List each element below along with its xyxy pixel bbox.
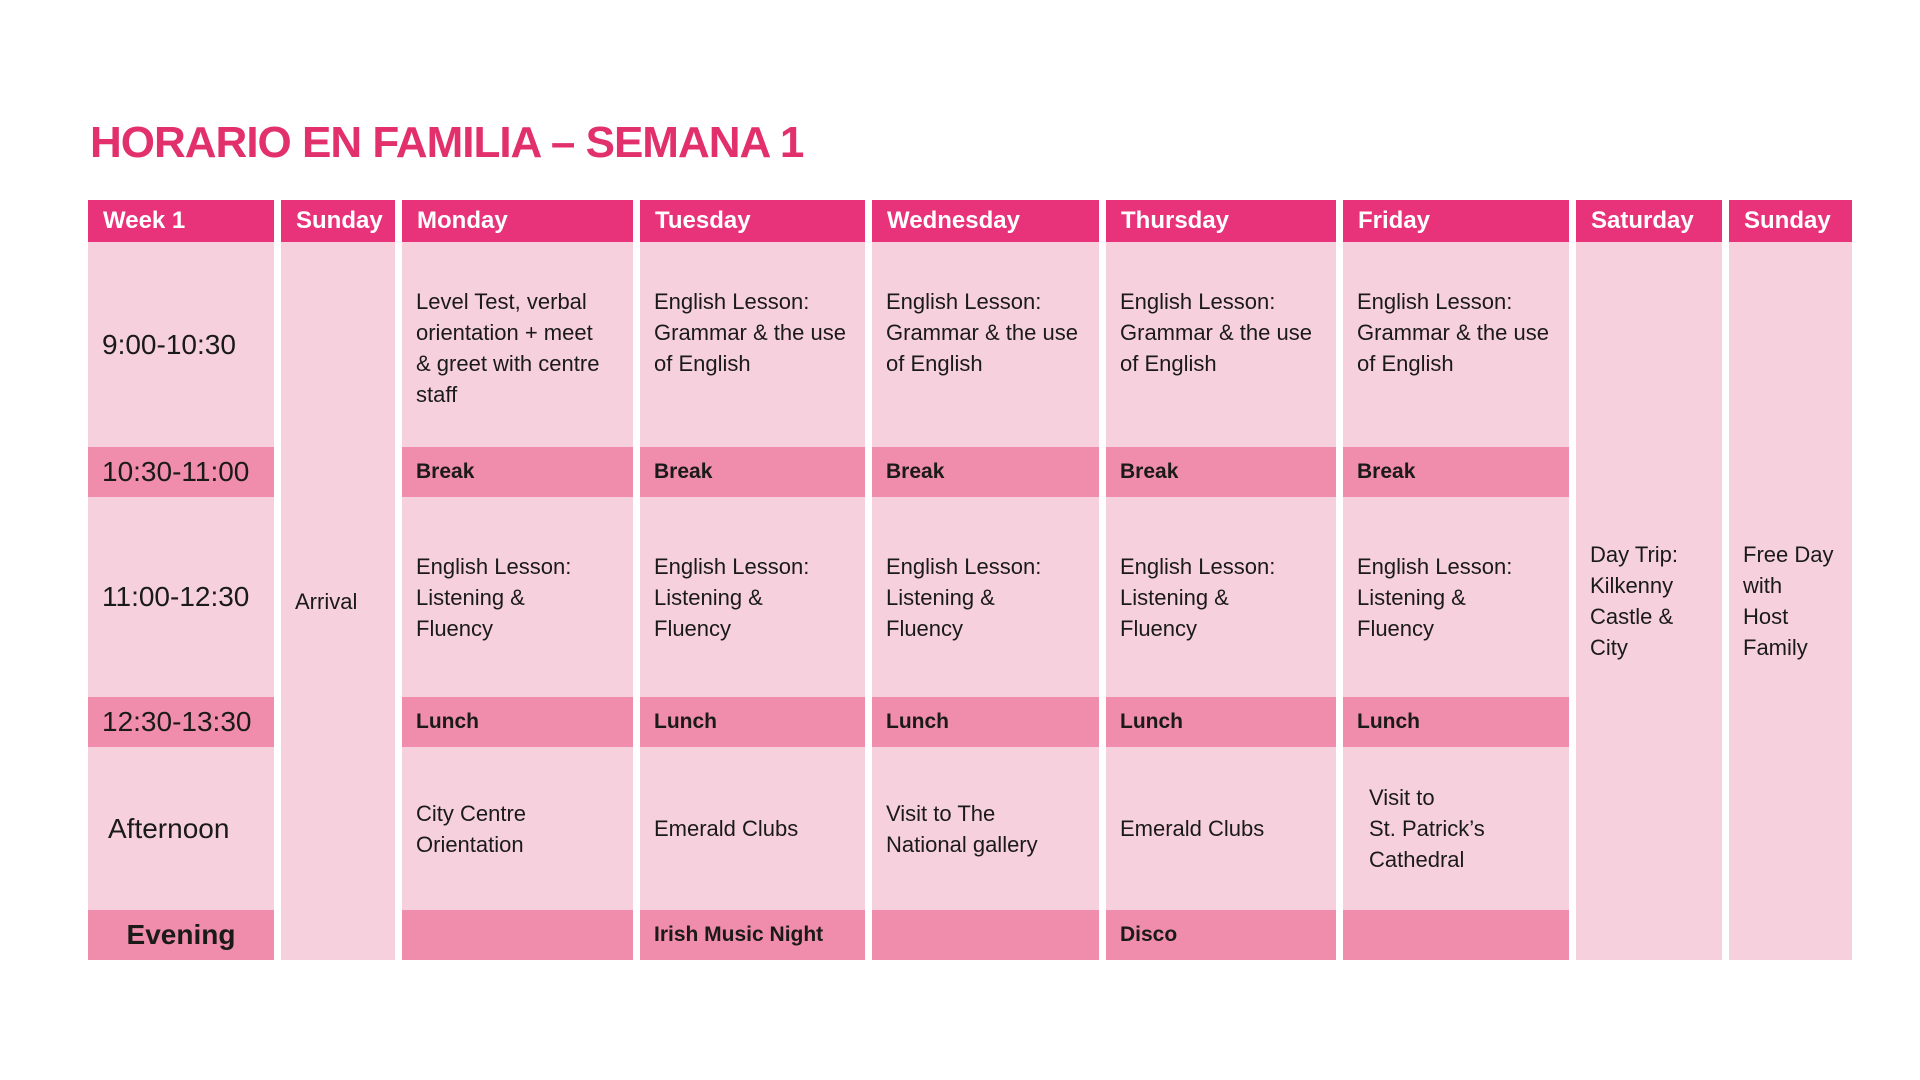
header-friday: Friday	[1343, 200, 1569, 242]
monday-lunch: Lunch	[402, 697, 633, 747]
schedule-table: Week 1 Sunday Monday Tuesday Wednesday T…	[88, 200, 1852, 968]
tuesday-lunch: Lunch	[640, 697, 865, 747]
thursday-morning: English Lesson: Grammar & the use of Eng…	[1106, 242, 1336, 447]
header-wednesday: Wednesday	[872, 200, 1099, 242]
header-week: Week 1	[88, 200, 274, 242]
tuesday-late-morning: English Lesson: Listening & Fluency	[640, 497, 865, 697]
sunday-end-cell: Free Day with Host Family	[1729, 242, 1852, 960]
tuesday-afternoon: Emerald Clubs	[640, 747, 865, 910]
tuesday-break: Break	[640, 447, 865, 497]
friday-lunch: Lunch	[1343, 697, 1569, 747]
thursday-break: Break	[1106, 447, 1336, 497]
time-slot: 9:00-10:30	[88, 242, 274, 447]
thursday-evening: Disco	[1106, 910, 1336, 960]
header-tuesday: Tuesday	[640, 200, 865, 242]
header-thursday: Thursday	[1106, 200, 1336, 242]
wednesday-afternoon: Visit to The National gallery	[872, 747, 1099, 910]
friday-evening	[1343, 910, 1569, 960]
friday-morning: English Lesson: Grammar & the use of Eng…	[1343, 242, 1569, 447]
wednesday-evening	[872, 910, 1099, 960]
time-slot: 11:00-12:30	[88, 497, 274, 697]
header-monday: Monday	[402, 200, 633, 242]
time-slot: Evening	[88, 910, 274, 960]
friday-late-morning: English Lesson: Listening & Fluency	[1343, 497, 1569, 697]
thursday-lunch: Lunch	[1106, 697, 1336, 747]
sunday-arrival-cell: Arrival	[281, 242, 395, 960]
time-slot: Afternoon	[88, 747, 274, 910]
monday-break: Break	[402, 447, 633, 497]
time-slot: 10:30-11:00	[88, 447, 274, 497]
header-saturday: Saturday	[1576, 200, 1722, 242]
tuesday-morning: English Lesson: Grammar & the use of Eng…	[640, 242, 865, 447]
thursday-late-morning: English Lesson: Listening & Fluency	[1106, 497, 1336, 697]
wednesday-break: Break	[872, 447, 1099, 497]
tuesday-evening: Irish Music Night	[640, 910, 865, 960]
time-slot: 12:30-13:30	[88, 697, 274, 747]
friday-break: Break	[1343, 447, 1569, 497]
friday-afternoon: Visit to St. Patrick’s Cathedral	[1343, 747, 1569, 910]
wednesday-morning: English Lesson: Grammar & the use of Eng…	[872, 242, 1099, 447]
wednesday-lunch: Lunch	[872, 697, 1099, 747]
thursday-afternoon: Emerald Clubs	[1106, 747, 1336, 910]
monday-late-morning: English Lesson: Listening & Fluency	[402, 497, 633, 697]
header-sunday-start: Sunday	[281, 200, 395, 242]
saturday-cell: Day Trip: Kilkenny Castle & City	[1576, 242, 1722, 960]
page-title: HORARIO EN FAMILIA – SEMANA 1	[90, 118, 804, 167]
monday-morning: Level Test, verbal orientation + meet & …	[402, 242, 633, 447]
header-sunday-end: Sunday	[1729, 200, 1852, 242]
monday-afternoon: City Centre Orientation	[402, 747, 633, 910]
wednesday-late-morning: English Lesson: Listening & Fluency	[872, 497, 1099, 697]
monday-evening	[402, 910, 633, 960]
